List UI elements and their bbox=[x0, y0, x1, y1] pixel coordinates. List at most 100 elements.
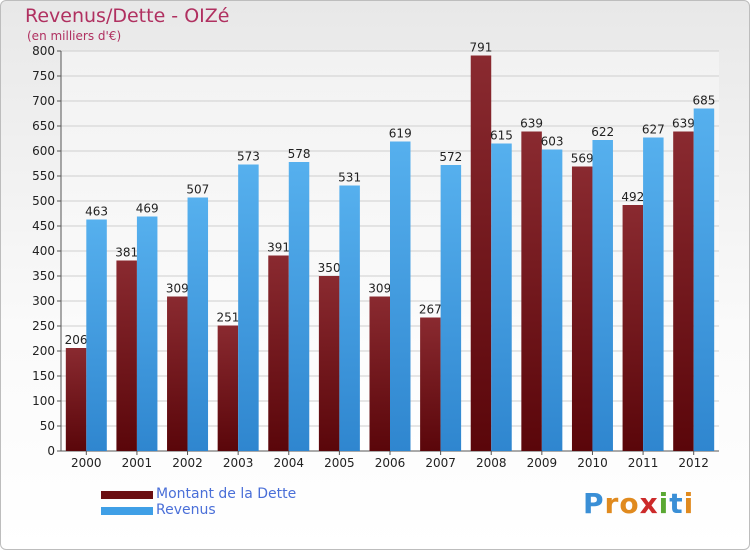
logo-letter: x bbox=[639, 487, 659, 520]
data-label-revenus: 531 bbox=[338, 171, 361, 185]
data-label-dette: 309 bbox=[166, 282, 189, 296]
bar-revenus bbox=[541, 149, 563, 451]
y-tick-label: 250 bbox=[32, 319, 55, 333]
x-tick-label: 2008 bbox=[476, 456, 507, 470]
chart-subtitle: (en milliers d'€) bbox=[27, 29, 122, 43]
y-tick-label: 600 bbox=[32, 144, 55, 158]
logo-letter: r bbox=[604, 487, 620, 520]
data-label-dette: 381 bbox=[115, 246, 138, 260]
bar-dette bbox=[217, 325, 239, 451]
x-tick-label: 2003 bbox=[223, 456, 254, 470]
bar-revenus bbox=[339, 185, 360, 451]
legend-swatch-revenus bbox=[101, 507, 153, 515]
data-label-revenus: 603 bbox=[541, 135, 564, 149]
data-label-revenus: 578 bbox=[288, 147, 311, 161]
x-tick-label: 2002 bbox=[172, 456, 203, 470]
bar-dette bbox=[521, 131, 542, 451]
y-tick-label: 750 bbox=[32, 69, 55, 83]
legend-item-dette: Montant de la Dette bbox=[101, 486, 361, 503]
data-label-dette: 267 bbox=[419, 303, 442, 317]
y-tick-label: 200 bbox=[32, 344, 55, 358]
legend: Montant de la Dette Revenus bbox=[101, 486, 361, 519]
data-label-revenus: 572 bbox=[439, 150, 462, 164]
data-label-revenus: 463 bbox=[85, 205, 108, 219]
x-tick-label: 2006 bbox=[375, 456, 406, 470]
bar-dette bbox=[420, 317, 441, 451]
legend-swatch-dette bbox=[101, 491, 153, 499]
y-tick-label: 550 bbox=[32, 169, 55, 183]
bar-revenus bbox=[390, 141, 411, 451]
proxiti-logo: Proxiti bbox=[583, 487, 694, 520]
bar-revenus bbox=[288, 162, 310, 451]
bar-dette bbox=[470, 55, 492, 451]
y-tick-label: 0 bbox=[47, 444, 55, 458]
y-tick-label: 300 bbox=[32, 294, 55, 308]
y-tick-label: 650 bbox=[32, 119, 55, 133]
data-label-dette: 639 bbox=[520, 117, 543, 131]
data-label-revenus: 685 bbox=[692, 94, 715, 108]
data-label-revenus: 507 bbox=[186, 183, 209, 197]
data-label-dette: 791 bbox=[470, 41, 493, 55]
data-label-dette: 350 bbox=[318, 261, 341, 275]
legend-item-revenus: Revenus bbox=[101, 502, 361, 519]
data-label-dette: 309 bbox=[368, 282, 391, 296]
data-label-dette: 639 bbox=[672, 117, 695, 131]
bar-revenus bbox=[136, 216, 158, 451]
bar-revenus bbox=[86, 219, 107, 451]
bar-dette bbox=[116, 260, 137, 451]
data-label-dette: 492 bbox=[621, 190, 644, 204]
legend-label-dette: Montant de la Dette bbox=[156, 486, 297, 502]
data-label-dette: 206 bbox=[65, 333, 88, 347]
data-label-revenus: 619 bbox=[389, 127, 412, 141]
data-label-revenus: 622 bbox=[591, 125, 614, 139]
bar-revenus bbox=[491, 143, 512, 451]
y-tick-label: 800 bbox=[32, 44, 55, 58]
x-tick-label: 2011 bbox=[628, 456, 659, 470]
bar-revenus bbox=[187, 197, 209, 451]
bar-revenus bbox=[440, 165, 462, 451]
y-tick-label: 500 bbox=[32, 194, 55, 208]
data-label-dette: 569 bbox=[571, 152, 594, 166]
logo-letter: i bbox=[683, 487, 695, 520]
bar-dette bbox=[318, 276, 340, 451]
bar-dette bbox=[369, 296, 390, 451]
logo-letter: i bbox=[658, 487, 670, 520]
bar-dette bbox=[268, 255, 289, 451]
bar-revenus bbox=[238, 164, 259, 451]
bar-dette bbox=[167, 296, 188, 451]
y-tick-label: 400 bbox=[32, 244, 55, 258]
y-tick-label: 50 bbox=[40, 419, 55, 433]
x-tick-label: 2010 bbox=[577, 456, 608, 470]
data-label-dette: 391 bbox=[267, 241, 290, 255]
bar-revenus bbox=[592, 140, 613, 451]
x-tick-label: 2004 bbox=[273, 456, 304, 470]
y-tick-label: 100 bbox=[32, 394, 55, 408]
y-tick-label: 450 bbox=[32, 219, 55, 233]
data-label-revenus: 627 bbox=[642, 123, 665, 137]
bar-revenus bbox=[693, 108, 715, 451]
y-tick-label: 700 bbox=[32, 94, 55, 108]
data-label-revenus: 469 bbox=[136, 202, 159, 216]
x-tick-label: 2005 bbox=[324, 456, 355, 470]
bar-dette bbox=[622, 205, 644, 451]
x-tick-label: 2001 bbox=[122, 456, 153, 470]
bar-dette bbox=[673, 131, 694, 451]
y-tick-label: 150 bbox=[32, 369, 55, 383]
bar-revenus bbox=[643, 137, 664, 451]
x-tick-label: 2012 bbox=[678, 456, 709, 470]
x-tick-label: 2009 bbox=[527, 456, 558, 470]
logo-letter: o bbox=[619, 487, 640, 520]
y-tick-label: 350 bbox=[32, 269, 55, 283]
chart-title: Revenus/Dette - OIZé bbox=[25, 5, 230, 27]
bar-dette bbox=[571, 166, 593, 451]
logo-letter: t bbox=[669, 487, 684, 520]
logo-letter: P bbox=[583, 487, 605, 520]
data-label-dette: 251 bbox=[216, 311, 239, 325]
data-label-revenus: 615 bbox=[490, 129, 513, 143]
bar-dette bbox=[65, 348, 87, 451]
x-tick-label: 2007 bbox=[425, 456, 456, 470]
x-tick-label: 2000 bbox=[71, 456, 102, 470]
legend-label-revenus: Revenus bbox=[156, 502, 216, 518]
